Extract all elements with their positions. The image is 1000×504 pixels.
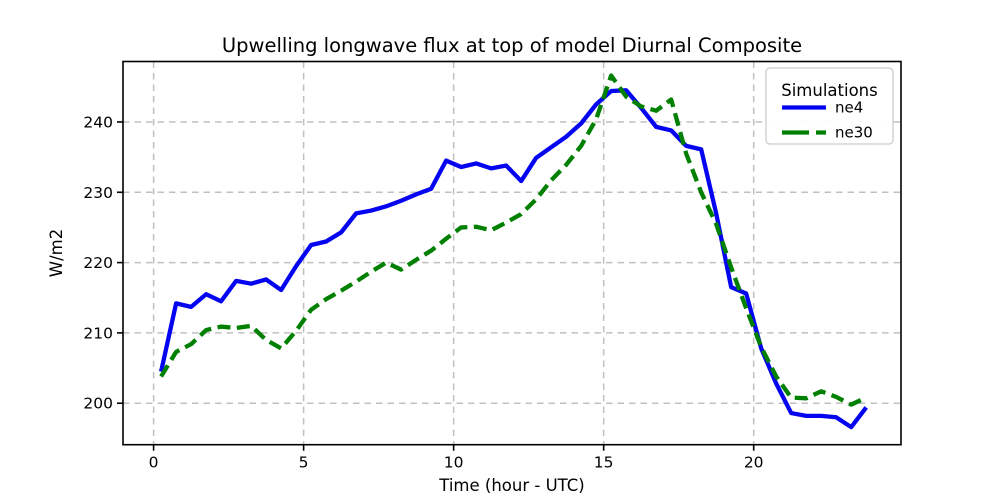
legend: Simulations ne4 ne30: [765, 67, 894, 145]
series-lines: [159, 73, 868, 430]
legend-title: Simulations: [781, 81, 878, 100]
x-tick-label-15: 15: [594, 454, 614, 472]
legend-ne30-label: ne30: [835, 124, 873, 142]
y-tick-label-200: 200: [83, 395, 113, 413]
chart-title: Upwelling longwave flux at top of model …: [222, 34, 802, 57]
y-tick-label-240: 240: [83, 113, 113, 131]
axes-ticks: 0 5 10 15 20 200 210 220 230 240: [83, 113, 763, 471]
x-tick-label-20: 20: [744, 454, 764, 472]
grid: [123, 61, 901, 445]
x-tick-label-10: 10: [444, 454, 464, 472]
x-tick-label-5: 5: [299, 454, 309, 472]
y-axis-label: W/m2: [47, 229, 66, 277]
series-ne30-line: [159, 73, 868, 407]
x-axis-label: Time (hour - UTC): [438, 476, 584, 495]
series-ne4-line: [159, 88, 868, 430]
x-tick-label-0: 0: [149, 454, 159, 472]
legend-ne4-label: ne4: [835, 99, 863, 117]
y-tick-label-230: 230: [83, 184, 113, 202]
y-tick-label-210: 210: [83, 324, 113, 342]
legend-box: [765, 67, 894, 145]
y-tick-label-220: 220: [83, 254, 113, 272]
plot-frame: [122, 60, 902, 446]
